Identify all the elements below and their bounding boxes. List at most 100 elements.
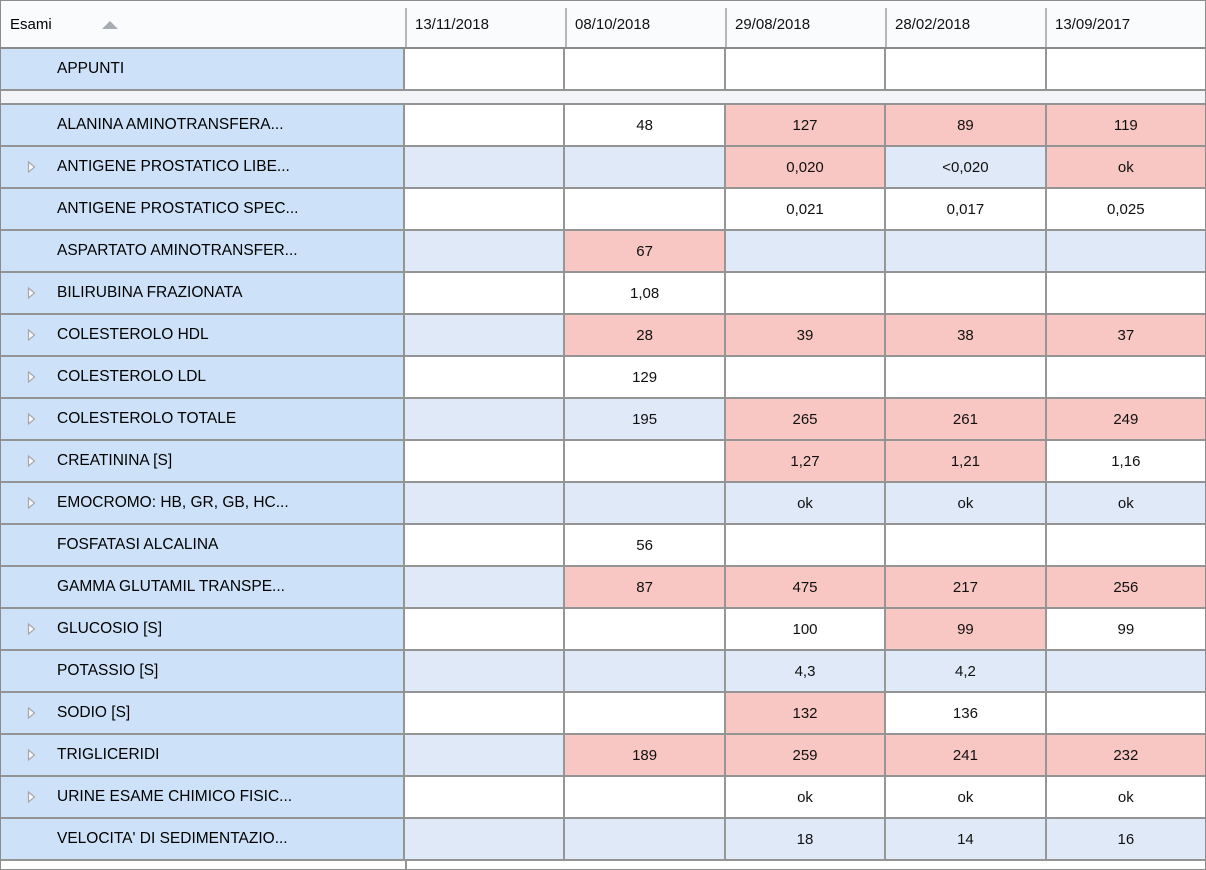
result-cell[interactable]: 28: [565, 315, 726, 355]
result-cell[interactable]: [886, 273, 1047, 313]
result-cell[interactable]: [1046, 273, 1205, 313]
result-cell[interactable]: ok: [1046, 483, 1205, 523]
expand-arrow-icon[interactable]: [27, 160, 36, 174]
result-cell[interactable]: [1046, 693, 1205, 733]
result-cell[interactable]: [405, 105, 566, 145]
result-cell[interactable]: 475: [725, 567, 887, 607]
result-cell[interactable]: 14: [886, 819, 1047, 859]
date-column-header[interactable]: 13/11/2018: [405, 1, 565, 47]
date-column-header[interactable]: 13/09/2017: [1045, 1, 1205, 47]
result-cell[interactable]: 39: [725, 315, 887, 355]
exams-column-header[interactable]: Esami: [1, 1, 405, 47]
result-cell[interactable]: ok: [886, 483, 1047, 523]
result-cell[interactable]: [405, 609, 566, 649]
result-cell[interactable]: 87: [565, 567, 726, 607]
exam-label-cell[interactable]: POTASSIO [S]: [1, 651, 405, 691]
exam-label-cell[interactable]: COLESTEROLO LDL: [1, 357, 405, 397]
result-cell[interactable]: [725, 49, 887, 89]
result-cell[interactable]: ok: [1046, 777, 1205, 817]
result-cell[interactable]: [405, 735, 566, 775]
result-cell[interactable]: [405, 777, 566, 817]
result-cell[interactable]: [405, 399, 566, 439]
result-cell[interactable]: [565, 189, 726, 229]
result-cell[interactable]: [405, 273, 566, 313]
result-cell[interactable]: 16: [1046, 819, 1205, 859]
result-cell[interactable]: <0,020: [886, 147, 1047, 187]
exam-label-cell[interactable]: GLUCOSIO [S]: [1, 609, 405, 649]
result-cell[interactable]: [405, 49, 566, 89]
result-cell[interactable]: [725, 525, 887, 565]
result-cell[interactable]: ok: [886, 777, 1047, 817]
result-cell[interactable]: 1,21: [886, 441, 1047, 481]
result-cell[interactable]: 1,27: [725, 441, 887, 481]
result-cell[interactable]: 0,021: [725, 189, 887, 229]
result-cell[interactable]: 0,017: [886, 189, 1047, 229]
result-cell[interactable]: [565, 441, 726, 481]
exam-label-cell[interactable]: ASPARTATO AMINOTRANSFER...: [1, 231, 405, 271]
result-cell[interactable]: 136: [886, 693, 1047, 733]
result-cell[interactable]: 261: [886, 399, 1047, 439]
result-cell[interactable]: [1046, 357, 1205, 397]
result-cell[interactable]: 195: [565, 399, 726, 439]
exam-label-cell[interactable]: FOSFATASI ALCALINA: [1, 525, 405, 565]
exam-label-cell[interactable]: COLESTEROLO HDL: [1, 315, 405, 355]
result-cell[interactable]: [1046, 525, 1205, 565]
result-cell[interactable]: [725, 273, 887, 313]
expand-arrow-icon[interactable]: [27, 454, 36, 468]
result-cell[interactable]: [725, 357, 887, 397]
exam-label-cell[interactable]: COLESTEROLO TOTALE: [1, 399, 405, 439]
result-cell[interactable]: [565, 147, 726, 187]
result-cell[interactable]: [405, 819, 566, 859]
result-cell[interactable]: [886, 357, 1047, 397]
result-cell[interactable]: [1046, 231, 1205, 271]
date-column-header[interactable]: 29/08/2018: [725, 1, 885, 47]
result-cell[interactable]: 256: [1046, 567, 1205, 607]
result-cell[interactable]: [405, 525, 566, 565]
result-cell[interactable]: 249: [1046, 399, 1205, 439]
exam-label-cell[interactable]: URINE ESAME CHIMICO FISIC...: [1, 777, 405, 817]
result-cell[interactable]: [405, 189, 566, 229]
result-cell[interactable]: 48: [565, 105, 726, 145]
result-cell[interactable]: [565, 651, 726, 691]
expand-arrow-icon[interactable]: [27, 370, 36, 384]
result-cell[interactable]: 0,025: [1046, 189, 1205, 229]
result-cell[interactable]: [1046, 651, 1205, 691]
result-cell[interactable]: [405, 567, 566, 607]
result-cell[interactable]: ok: [725, 483, 887, 523]
date-column-header[interactable]: 08/10/2018: [565, 1, 725, 47]
exam-label-cell[interactable]: EMOCROMO: HB, GR, GB, HC...: [1, 483, 405, 523]
result-cell[interactable]: 38: [886, 315, 1047, 355]
exam-label-cell[interactable]: ALANINA AMINOTRANSFERA...: [1, 105, 405, 145]
result-cell[interactable]: [565, 777, 726, 817]
result-cell[interactable]: 89: [886, 105, 1047, 145]
result-cell[interactable]: 56: [565, 525, 726, 565]
exam-label-cell[interactable]: VELOCITA' DI SEDIMENTAZIO...: [1, 819, 405, 859]
result-cell[interactable]: 127: [725, 105, 887, 145]
result-cell[interactable]: [565, 693, 726, 733]
result-cell[interactable]: [405, 441, 566, 481]
expand-arrow-icon[interactable]: [27, 286, 36, 300]
exam-label-cell[interactable]: CREATININA [S]: [1, 441, 405, 481]
exam-label-cell[interactable]: APPUNTI: [1, 49, 405, 89]
exam-label-cell[interactable]: GAMMA GLUTAMIL TRANSPE...: [1, 567, 405, 607]
result-cell[interactable]: 99: [1046, 609, 1205, 649]
expand-arrow-icon[interactable]: [27, 706, 36, 720]
result-cell[interactable]: 189: [565, 735, 726, 775]
expand-arrow-icon[interactable]: [27, 328, 36, 342]
result-cell[interactable]: [405, 651, 566, 691]
expand-arrow-icon[interactable]: [27, 496, 36, 510]
result-cell[interactable]: [886, 49, 1047, 89]
result-cell[interactable]: 119: [1046, 105, 1205, 145]
exam-label-cell[interactable]: ANTIGENE PROSTATICO LIBE...: [1, 147, 405, 187]
result-cell[interactable]: [405, 315, 566, 355]
date-column-header[interactable]: 28/02/2018: [885, 1, 1045, 47]
result-cell[interactable]: [405, 693, 566, 733]
result-cell[interactable]: [405, 231, 566, 271]
expand-arrow-icon[interactable]: [27, 790, 36, 804]
expand-arrow-icon[interactable]: [27, 622, 36, 636]
result-cell[interactable]: 37: [1046, 315, 1205, 355]
result-cell[interactable]: 4,2: [886, 651, 1047, 691]
result-cell[interactable]: [1046, 49, 1205, 89]
result-cell[interactable]: [565, 49, 726, 89]
result-cell[interactable]: 1,08: [565, 273, 726, 313]
